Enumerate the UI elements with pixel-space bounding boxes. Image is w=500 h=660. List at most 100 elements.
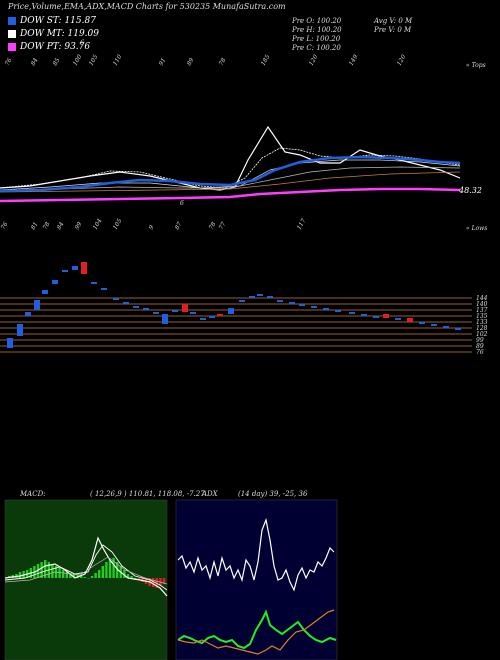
candle: [143, 308, 149, 310]
bottom-tick-label: 9: [148, 224, 156, 231]
top-tick-label: 84: [30, 57, 40, 67]
price-level-label: 135: [476, 313, 488, 320]
bottom-tick-label: 105: [112, 217, 124, 231]
top-tick-label: 91: [158, 57, 168, 67]
macd-histogram-bar: [105, 562, 108, 578]
legend-swatch-mt: [8, 30, 16, 38]
price-level-label: 99: [476, 337, 484, 344]
price-level-label: 89: [476, 343, 484, 350]
ema-line-blue: [0, 155, 461, 193]
tops-label: « Tops: [466, 62, 486, 69]
candle: [52, 280, 58, 284]
candle: [249, 296, 255, 298]
lows-label: « Lows: [466, 225, 487, 232]
legend-swatch-st: [8, 17, 16, 25]
bottom-tick-label: 78: [208, 221, 218, 231]
macd-line-1: [4, 536, 168, 597]
macd-histogram-bar: [152, 578, 155, 587]
legend-dow-mt-label: DOW MT: 119.09: [20, 29, 99, 39]
adx-values: (14 day) 39, -25, 36: [238, 490, 308, 498]
macd-histogram-bar: [108, 560, 112, 578]
ema-line-2: [0, 147, 461, 189]
adx-background: [175, 499, 338, 660]
top-tick-label: 185: [260, 53, 272, 67]
macd-histogram-bar: [123, 570, 126, 578]
candles: [7, 262, 461, 348]
macd-histogram-bar: [112, 558, 115, 578]
candle: [7, 338, 13, 348]
candle: [34, 300, 40, 310]
macd-panel: MACD: ( 12,26,9 ) 110.81, 118.08, -7.27: [4, 490, 205, 660]
ohlc-open: Pre O: 100.20: [292, 17, 342, 25]
candle: [419, 322, 425, 324]
top-tick-labels: 76 84 85 100 105 110 91 89 78 185 120 149 120: [4, 53, 408, 67]
candle: [81, 262, 87, 274]
candle: [335, 310, 341, 312]
macd-histogram-bar: [90, 576, 94, 578]
top-tick-label: 120: [396, 53, 408, 67]
macd-histogram-bar: [36, 564, 40, 578]
candle: [133, 306, 139, 308]
candle: [113, 298, 119, 300]
candle: [383, 314, 389, 318]
marker-6: 6: [80, 39, 85, 47]
bottom-tick-label: 77: [218, 221, 228, 231]
macd-histogram-bar: [101, 566, 104, 578]
candle: [311, 306, 317, 308]
ohlc-high: Pre H: 100.20: [292, 26, 342, 34]
bottom-tick-label: 84: [56, 221, 66, 231]
macd-histogram-bar: [72, 574, 76, 578]
macd-histogram-bar: [80, 576, 83, 578]
candle: [443, 326, 449, 328]
bottom-tick-label: 87: [174, 221, 184, 231]
macd-histogram-bar: [94, 573, 97, 578]
bottom-tick-label: 117: [296, 217, 308, 231]
macd-histogram-bar: [65, 572, 68, 578]
candle: [17, 324, 23, 336]
top-tick-label: 149: [348, 53, 360, 67]
price-level-label: 102: [476, 331, 488, 338]
candle: [72, 266, 78, 270]
candle: [62, 270, 68, 272]
price-level-label: 144: [476, 295, 488, 302]
adx-minus-line: [177, 609, 335, 655]
macd-histogram-bar: [87, 578, 90, 579]
candle: [395, 318, 401, 320]
price-level-lines: [0, 297, 472, 353]
macd-line-3: [4, 556, 168, 585]
candle: [123, 302, 129, 304]
candle: [162, 314, 168, 324]
bottom-tick-label: 76: [0, 221, 10, 231]
macd-histogram-bar: [51, 564, 54, 578]
candle: [172, 310, 178, 312]
ohlc-low: Pre L: 100.20: [292, 35, 341, 43]
price-level-label: 140: [476, 301, 488, 308]
bottom-tick-label: 99: [74, 221, 84, 231]
macd-histogram-bar: [130, 576, 133, 578]
ema-last-value: 48.32: [458, 186, 482, 195]
candle: [25, 312, 31, 316]
legend-dow-pt-label: DOW PT: 93.76: [20, 42, 91, 52]
top-tick-label: 78: [218, 57, 228, 67]
macd-values: ( 12,26,9 ) 110.81, 118.08, -7.27: [90, 490, 205, 498]
candle: [209, 316, 215, 318]
ohlc-close: Pre C: 100.20: [292, 44, 341, 52]
legend-dow-pt: DOW PT: 93.76: [8, 42, 90, 52]
legend-dow-st: DOW ST: 115.87: [8, 16, 96, 26]
bottom-tick-label: 81: [30, 221, 40, 231]
top-tick-label: 76: [4, 57, 14, 67]
candle: [373, 316, 379, 318]
top-tick-label: 89: [186, 57, 196, 67]
price-level-label: 133: [476, 319, 488, 326]
candle: [190, 312, 196, 314]
candle: [200, 318, 206, 320]
candle: [299, 304, 305, 306]
candle: [361, 314, 367, 316]
candle: [42, 290, 48, 294]
candle: [267, 296, 273, 298]
macd-histogram-bar: [58, 568, 61, 578]
macd-label: MACD:: [19, 490, 46, 498]
candle: [257, 294, 263, 296]
